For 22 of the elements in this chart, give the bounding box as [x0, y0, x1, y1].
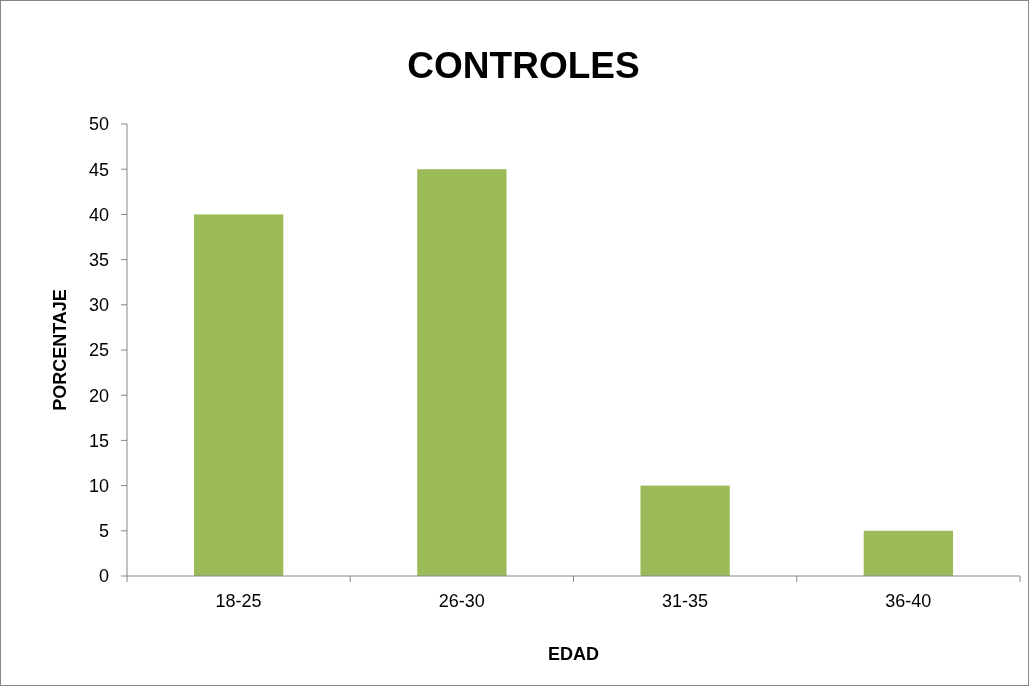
- y-tick-label: 0: [98, 566, 109, 587]
- y-tick-label: 15: [88, 430, 109, 451]
- y-tick-label: 10: [88, 475, 109, 496]
- y-tick-label: 25: [88, 340, 109, 361]
- bar: [863, 530, 954, 576]
- y-tick-label: 45: [88, 159, 109, 180]
- x-axis-title: EDAD: [547, 644, 600, 664]
- y-tick-label: 50: [88, 114, 109, 135]
- bar: [193, 214, 284, 576]
- y-tick-label: 35: [88, 249, 109, 270]
- y-tick-label: 40: [88, 204, 109, 225]
- y-tick-label: 5: [98, 521, 109, 542]
- x-tick-label: 18-25: [215, 591, 262, 611]
- chart-title: CONTROLES: [407, 45, 640, 86]
- bar: [417, 169, 507, 576]
- x-tick-label: 31-35: [662, 591, 709, 611]
- x-tick-label: 36-40: [885, 591, 932, 611]
- y-tick-label: 30: [88, 295, 109, 316]
- x-tick-label: 26-30: [438, 591, 485, 611]
- y-tick-label: 20: [88, 385, 109, 406]
- bar: [640, 485, 730, 576]
- y-axis-title: PORCENTAJE: [50, 289, 70, 411]
